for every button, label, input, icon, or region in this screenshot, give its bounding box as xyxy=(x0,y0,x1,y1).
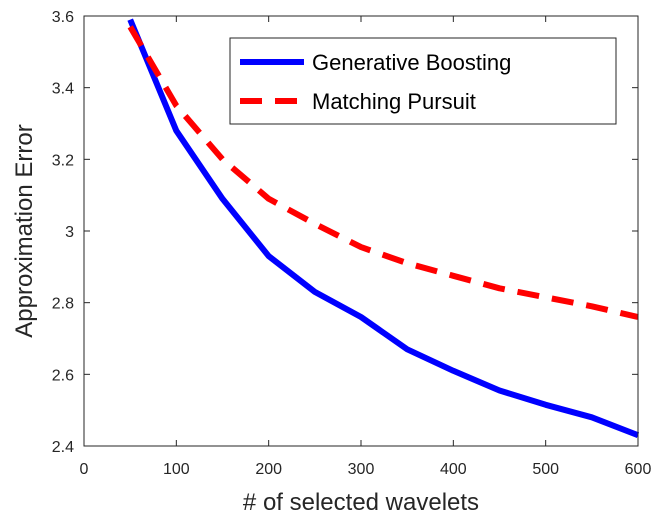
legend: Generative Boosting Matching Pursuit xyxy=(229,37,617,125)
x-axis-label: # of selected wavelets xyxy=(243,489,479,516)
x-tick-label: 200 xyxy=(255,461,282,478)
y-tick-label: 2.4 xyxy=(52,439,74,456)
y-tick-label: 2.6 xyxy=(52,367,74,384)
legend-box xyxy=(229,37,617,125)
legend-label-matching-pursuit: Matching Pursuit xyxy=(312,89,476,114)
y-tick-label: 3.6 xyxy=(52,9,74,26)
legend-label-generative-boosting: Generative Boosting xyxy=(312,50,511,75)
x-tick-label: 0 xyxy=(80,461,89,478)
x-tick-label: 500 xyxy=(532,461,559,478)
axis-ticks xyxy=(83,15,639,447)
series-line-matching-pursuit xyxy=(127,25,639,320)
y-tick-label: 3.4 xyxy=(52,81,74,98)
y-tick-label: 3.2 xyxy=(52,152,74,169)
y-tick-label: 3 xyxy=(65,224,74,241)
plot-lines xyxy=(127,18,640,438)
x-tick-label: 300 xyxy=(348,461,375,478)
series-line-generative-boosting xyxy=(127,18,640,438)
y-tick-label: 2.8 xyxy=(52,296,74,313)
x-tick-label: 100 xyxy=(163,461,190,478)
axis-tick-labels: 0 100 200 300 400 500 600 2.4 2.6 2.8 3 3.2 3.4 3.6 xyxy=(52,9,652,478)
y-axis-label: Approximation Error xyxy=(11,124,38,337)
x-tick-label: 600 xyxy=(625,461,652,478)
x-tick-label: 400 xyxy=(440,461,467,478)
